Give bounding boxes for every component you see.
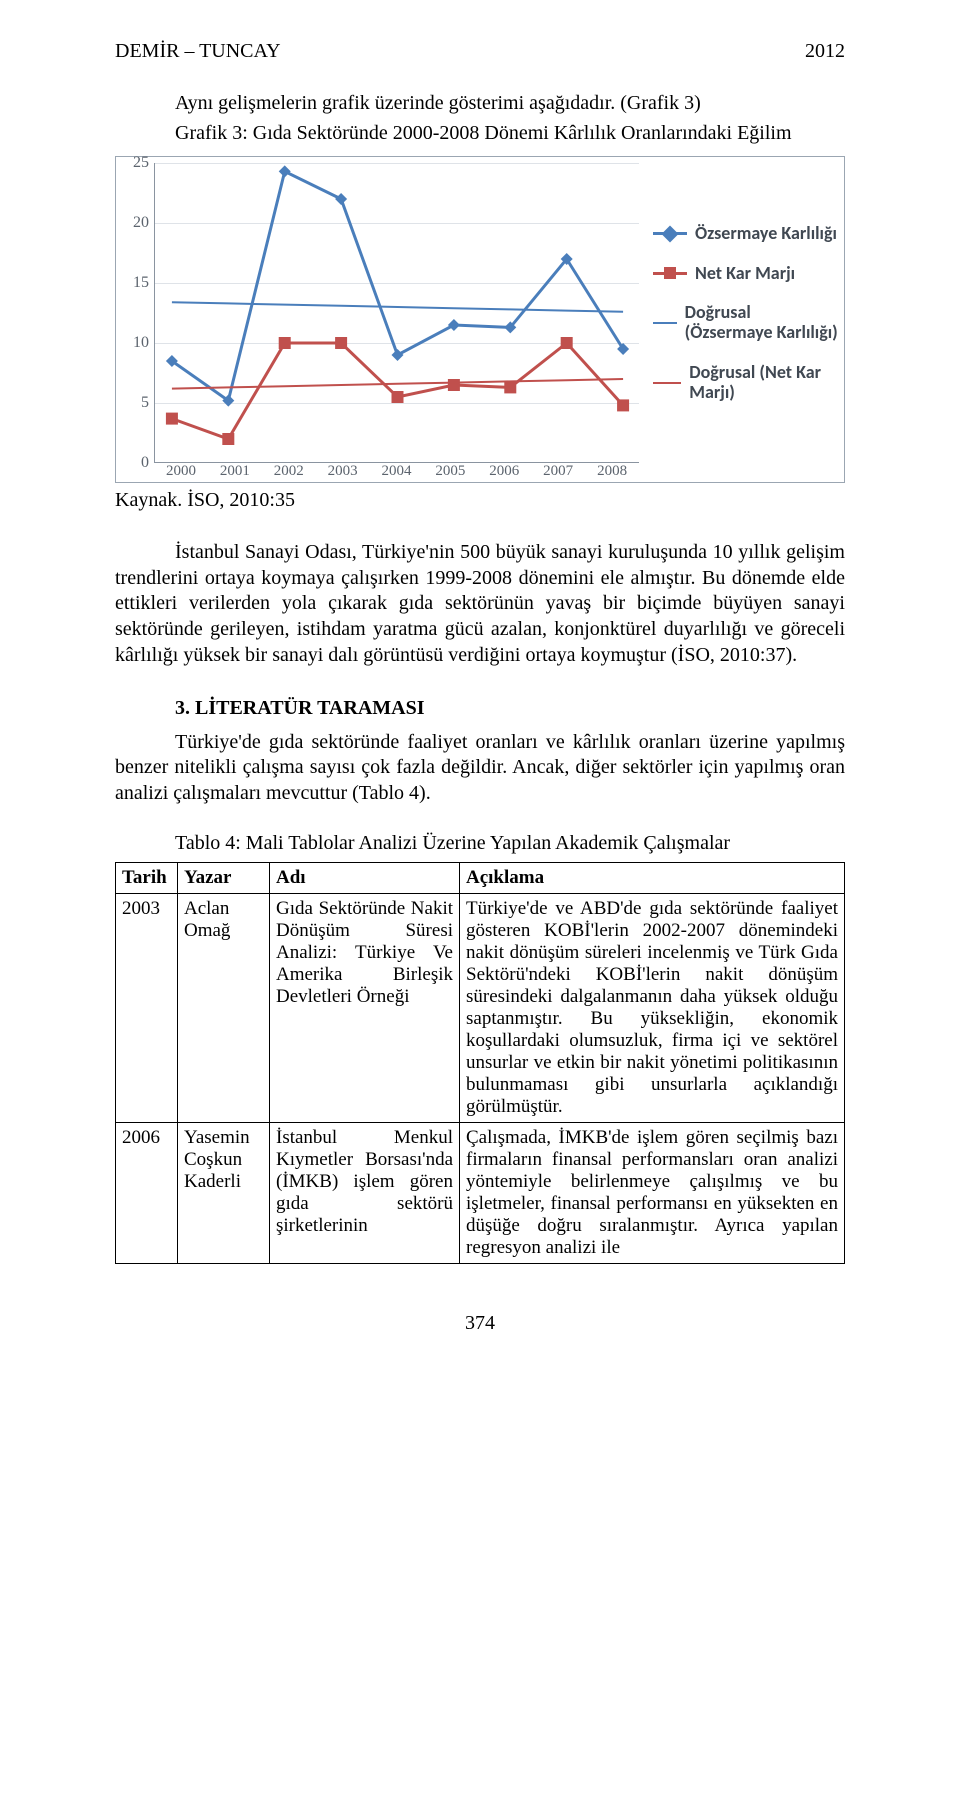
- intro-line1: Aynı gelişmelerin grafik üzerinde göster…: [115, 91, 845, 117]
- running-head: DEMİR – TUNCAY 2012: [115, 40, 845, 63]
- x-tick-label: 2008: [585, 463, 639, 480]
- table-header-row: Tarih Yazar Adı Açıklama: [116, 863, 845, 894]
- body-paragraph-1: İstanbul Sanayi Odası, Türkiye'nin 500 b…: [115, 540, 845, 668]
- section-3-heading: 3. LİTERATÜR TARAMASI: [115, 696, 845, 722]
- section-3-paragraph: Türkiye'de gıda sektöründe faaliyet oran…: [115, 730, 845, 807]
- profitability-chart: 0510152025 Özsermaye KarlılığıNet Kar Ma…: [115, 156, 845, 483]
- x-tick-label: 2000: [154, 463, 208, 480]
- cell-aciklama: Türkiye'de ve ABD'de gıda sektöründe faa…: [460, 894, 845, 1123]
- x-tick-label: 2003: [316, 463, 370, 480]
- page-number: 374: [115, 1312, 845, 1335]
- legend-label: Net Kar Marjı: [695, 264, 795, 284]
- y-tick-label: 0: [125, 454, 149, 472]
- chart-plot-area: 0510152025: [154, 163, 639, 463]
- legend-item: Doğrusal (Özsermaye Karlılığı): [653, 303, 840, 343]
- cell-yazar: Yasemin Coşkun Kaderli: [178, 1123, 270, 1264]
- table-4-caption: Tablo 4: Mali Tablolar Analizi Üzerine Y…: [115, 831, 845, 857]
- cell-adi: İstanbul Menkul Kıymetler Borsası'nda (İ…: [270, 1123, 460, 1264]
- cell-tarih: 2003: [116, 894, 178, 1123]
- chart-x-labels: 200020012002200320042005200620072008: [154, 463, 639, 480]
- y-tick-label: 10: [125, 334, 149, 352]
- table-row: 2006Yasemin Coşkun Kaderliİstanbul Menku…: [116, 1123, 845, 1264]
- cell-tarih: 2006: [116, 1123, 178, 1264]
- col-yazar: Yazar: [178, 863, 270, 894]
- cell-adi: Gıda Sektöründe Nakit Dönüşüm Süresi Ana…: [270, 894, 460, 1123]
- y-tick-label: 20: [125, 214, 149, 232]
- running-head-right: 2012: [805, 40, 845, 63]
- col-aciklama: Açıklama: [460, 863, 845, 894]
- legend-label: Doğrusal (Özsermaye Karlılığı): [685, 303, 840, 343]
- legend-label: Doğrusal (Net Kar Marjı): [689, 363, 840, 403]
- col-tarih: Tarih: [116, 863, 178, 894]
- legend-item: Özsermaye Karlılığı: [653, 224, 840, 244]
- chart-legend: Özsermaye Karlılığı Net Kar Marjı Doğrusal…: [639, 163, 840, 463]
- legend-label: Özsermaye Karlılığı: [695, 224, 837, 244]
- chart-source: Kaynak. İSO, 2010:35: [115, 489, 845, 512]
- x-tick-label: 2001: [208, 463, 262, 480]
- cell-yazar: Aclan Omağ: [178, 894, 270, 1123]
- x-tick-label: 2004: [370, 463, 424, 480]
- x-tick-label: 2002: [262, 463, 316, 480]
- y-tick-label: 15: [125, 274, 149, 292]
- x-tick-label: 2006: [477, 463, 531, 480]
- x-tick-label: 2007: [531, 463, 585, 480]
- y-tick-label: 5: [125, 394, 149, 412]
- legend-item: Doğrusal (Net Kar Marjı): [653, 363, 840, 403]
- running-head-left: DEMİR – TUNCAY: [115, 40, 281, 63]
- chart-caption: Grafik 3: Gıda Sektöründe 2000-2008 Döne…: [175, 121, 845, 147]
- table-4: Tarih Yazar Adı Açıklama 2003Aclan OmağG…: [115, 862, 845, 1264]
- cell-aciklama: Çalışmada, İMKB'de işlem gören seçilmiş …: [460, 1123, 845, 1264]
- col-adi: Adı: [270, 863, 460, 894]
- legend-item: Net Kar Marjı: [653, 264, 840, 284]
- table-row: 2003Aclan OmağGıda Sektöründe Nakit Dönü…: [116, 894, 845, 1123]
- x-tick-label: 2005: [423, 463, 477, 480]
- y-tick-label: 25: [125, 154, 149, 172]
